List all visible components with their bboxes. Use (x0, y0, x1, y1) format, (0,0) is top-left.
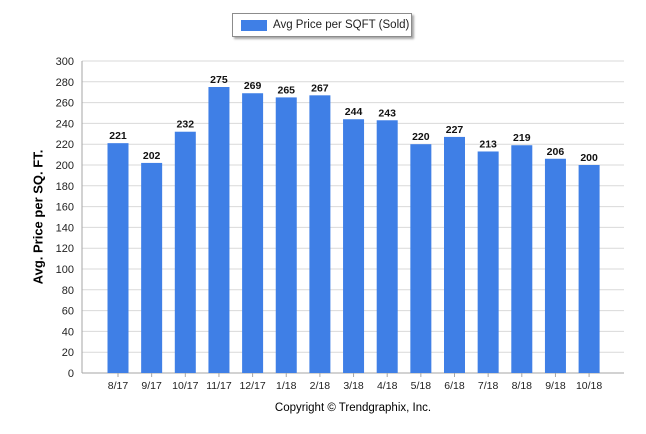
x-tick-label: 8/17 (108, 380, 129, 392)
data-label: 213 (479, 138, 497, 150)
x-tick-label: 8/18 (512, 380, 533, 392)
y-tick-label: 20 (62, 347, 74, 359)
y-tick-label: 60 (62, 306, 74, 318)
data-label: 265 (277, 84, 295, 96)
bar (275, 97, 297, 374)
y-tick-label: 300 (56, 56, 74, 68)
bar (544, 158, 566, 373)
bar (208, 87, 230, 373)
x-tick-label: 7/18 (478, 380, 499, 392)
data-label: 202 (143, 150, 161, 162)
data-label: 244 (345, 106, 363, 118)
x-tick-label: 9/18 (545, 380, 566, 392)
bar (444, 136, 465, 373)
legend-label: Avg Price per SQFT (Sold) (273, 19, 410, 31)
copyright-text: Copyright © Trendgraphix, Inc. (274, 402, 432, 414)
x-tick-label: 2/18 (310, 380, 331, 392)
y-tick-label: 80 (62, 285, 74, 297)
legend: Avg Price per SQFT (Sold) (232, 13, 412, 37)
x-tick-label: 9/17 (141, 380, 162, 392)
bar (242, 93, 264, 374)
data-label: 206 (547, 146, 565, 158)
y-tick-label: 120 (56, 243, 74, 255)
y-tick-label: 260 (56, 98, 74, 110)
x-tick-label: 4/18 (377, 380, 398, 392)
x-tick-label: 5/18 (411, 380, 432, 392)
bar (309, 95, 331, 373)
bar (578, 165, 600, 373)
bar (343, 119, 365, 374)
bar (107, 143, 129, 373)
bar (174, 131, 196, 373)
data-label: 232 (177, 119, 195, 131)
y-tick-label: 40 (62, 326, 74, 338)
y-tick-label: 240 (56, 118, 74, 130)
bar (477, 151, 499, 373)
bar (141, 162, 163, 373)
data-label: 243 (378, 107, 396, 119)
y-tick-label: 200 (56, 160, 74, 172)
data-label: 275 (210, 74, 228, 86)
data-label: 269 (244, 80, 262, 92)
bar (410, 144, 432, 373)
legend-swatch (241, 19, 267, 31)
y-tick-label: 0 (68, 368, 74, 380)
data-label: 267 (311, 82, 329, 94)
data-label: 220 (412, 131, 430, 143)
data-label: 227 (446, 124, 464, 136)
x-tick-label: 10/18 (576, 380, 602, 392)
data-label: 200 (580, 152, 598, 164)
x-tick-label: 12/17 (239, 380, 265, 392)
data-label: 219 (513, 132, 531, 144)
y-tick-label: 140 (56, 222, 74, 234)
bar (376, 120, 398, 373)
y-tick-label: 160 (56, 202, 74, 214)
y-tick-label: 100 (56, 264, 74, 276)
data-label: 221 (109, 130, 127, 142)
y-tick-label: 220 (56, 139, 74, 151)
bar (511, 145, 533, 373)
x-tick-label: 10/17 (172, 380, 198, 392)
y-tick-label: 180 (56, 181, 74, 193)
y-tick-label: 280 (56, 77, 74, 89)
x-tick-label: 1/18 (276, 380, 297, 392)
x-tick-label: 3/18 (343, 380, 364, 392)
x-tick-label: 11/17 (206, 380, 232, 392)
x-tick-label: 6/18 (444, 380, 465, 392)
